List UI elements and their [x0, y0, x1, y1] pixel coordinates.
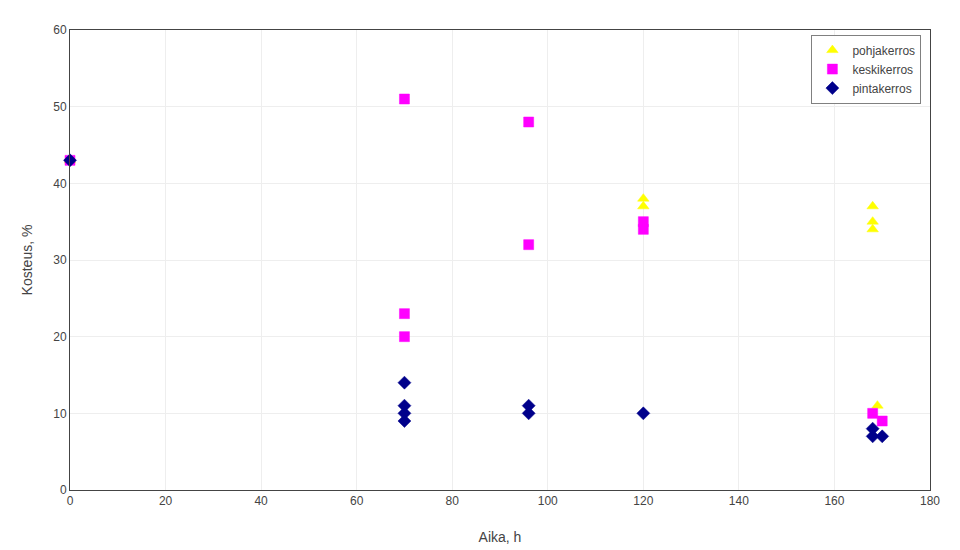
- svg-text:40: 40: [53, 177, 67, 191]
- svg-text:100: 100: [538, 494, 558, 508]
- svg-text:pohjakerros: pohjakerros: [852, 44, 915, 58]
- svg-text:50: 50: [53, 100, 67, 114]
- svg-text:keskikerros: keskikerros: [852, 63, 913, 77]
- svg-text:140: 140: [729, 494, 749, 508]
- svg-text:160: 160: [824, 494, 844, 508]
- svg-text:Aika, h: Aika, h: [479, 529, 522, 545]
- svg-text:180: 180: [920, 494, 940, 508]
- svg-text:40: 40: [254, 494, 268, 508]
- svg-text:60: 60: [350, 494, 364, 508]
- svg-text:80: 80: [446, 494, 460, 508]
- svg-text:30: 30: [53, 253, 67, 267]
- svg-text:10: 10: [53, 407, 67, 421]
- svg-text:120: 120: [633, 494, 653, 508]
- svg-text:0: 0: [67, 494, 74, 508]
- svg-text:60: 60: [53, 23, 67, 37]
- svg-text:20: 20: [159, 494, 173, 508]
- svg-text:pintakerros: pintakerros: [852, 82, 911, 96]
- svg-text:Kosteus, %: Kosteus, %: [19, 225, 35, 296]
- svg-text:20: 20: [53, 330, 67, 344]
- svg-text:0: 0: [60, 483, 67, 497]
